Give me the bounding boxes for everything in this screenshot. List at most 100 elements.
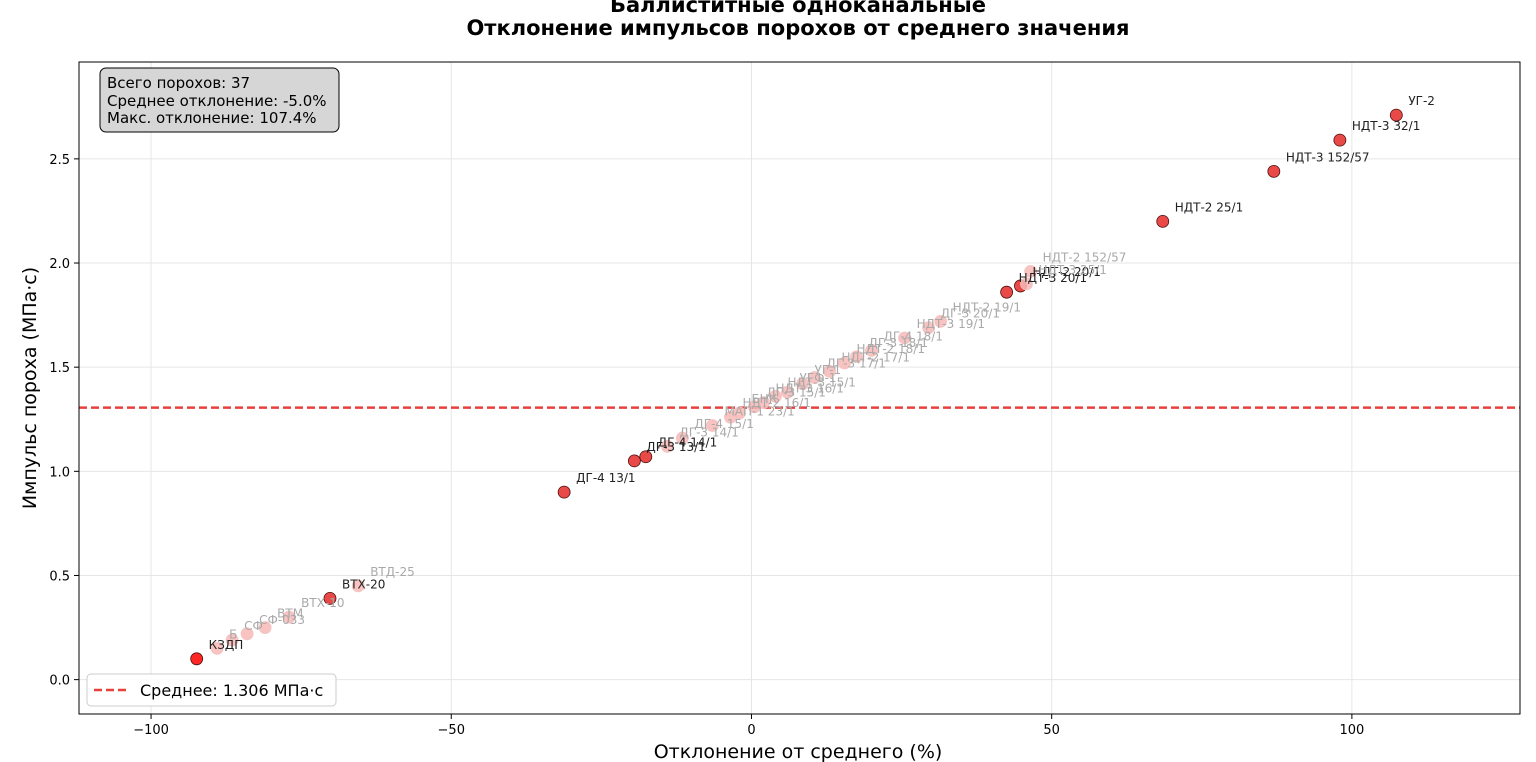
chart-title-line1: Баллиститные одноканальные	[610, 0, 986, 17]
point-label: БНК	[751, 392, 777, 406]
stats-max-deviation: Макс. отклонение: 107.4%	[107, 109, 317, 127]
point-label: НДТ-2 17/1	[842, 350, 910, 364]
point-label: НДТ-3 32/1	[1352, 119, 1420, 133]
point-label: УГФ-1	[799, 371, 836, 385]
data-point	[282, 610, 296, 624]
point-label: ДГ-3 18/1	[869, 336, 928, 350]
point-label: УГ-2	[1408, 94, 1435, 108]
chart-title-line2: Отклонение импульсов порохов от среднего…	[466, 16, 1129, 40]
point-label: НДТ-2 25/1	[1175, 200, 1243, 214]
data-point	[351, 579, 365, 593]
y-tick-label: 0.0	[49, 674, 70, 689]
x-tick-label: 0	[747, 723, 755, 738]
data-point	[1024, 264, 1038, 278]
point-label: МАП-1 23/1	[724, 404, 794, 418]
data-point	[1389, 108, 1403, 122]
data-point	[706, 419, 719, 432]
point-label: СФ-033	[259, 613, 305, 627]
data-point	[225, 633, 239, 647]
data-point	[258, 621, 272, 634]
x-tick-label: 50	[1043, 723, 1060, 738]
point-label: ДГ-3 17/1	[827, 357, 886, 371]
data-point	[557, 485, 571, 499]
data-point	[796, 377, 809, 391]
point-label: КЗДП	[209, 638, 244, 652]
stats-box: Всего порохов: 37 Среднее отклонение: -5…	[99, 67, 340, 133]
y-tick-label: 2.0	[49, 257, 70, 272]
point-label: ВТД-25	[370, 565, 415, 579]
point-label: НДТ-2 18/1	[857, 342, 925, 356]
stats-box-background	[99, 67, 340, 133]
point-label: ДГ-4 18/1	[884, 330, 943, 344]
legend: Среднее: 1.306 МПа·с	[86, 673, 337, 707]
point-label: НДТ-3 25/1	[1038, 263, 1106, 277]
point-label: НДТ-2 20/1	[1032, 265, 1100, 279]
y-tick-label: 2.5	[49, 153, 70, 168]
x-axis-label: Отклонение от среднего (%)	[654, 741, 943, 762]
x-tick-label: −100	[133, 723, 169, 738]
data-point	[781, 385, 794, 399]
data-point	[1000, 285, 1014, 299]
y-tick-label: 1.5	[49, 361, 70, 376]
data-point	[838, 356, 851, 370]
data-point	[769, 389, 782, 403]
data-point	[898, 331, 911, 345]
point-label: НДТ-3 15/1	[787, 375, 855, 389]
data-point	[1156, 214, 1170, 228]
y-axis-label: Импульс пороха (МПа·с)	[19, 267, 41, 509]
point-label: НДТ-3 19/1	[917, 317, 985, 331]
data-point	[1020, 277, 1033, 291]
legend-background	[86, 673, 337, 707]
point-label: ВТХ-20	[342, 577, 385, 591]
point-label: НДТ-3 16/1	[775, 382, 843, 396]
data-point	[823, 364, 836, 378]
point-label: ДГ-4 14/1	[658, 436, 717, 450]
data-point	[757, 396, 770, 409]
data-point	[210, 641, 224, 655]
point-label: Б	[229, 627, 237, 641]
point-label: УГ-1	[815, 363, 842, 377]
data-point	[323, 591, 337, 605]
point-label: ВТМ	[277, 607, 303, 621]
point-label: НДТ-3 152/57	[1286, 150, 1370, 164]
point-label: ДГ-4 15/1	[694, 417, 753, 431]
axis-ticks: −100 −50 0 50 100 0.0 0.5 1.0 1.5 2.0 2.5	[49, 153, 1364, 738]
point-label: НДТ-2 19/1	[953, 300, 1021, 314]
point-label: ДГ-3 14/1	[679, 425, 738, 439]
data-points	[190, 108, 1403, 666]
stats-mean-deviation: Среднее отклонение: -5.0%	[107, 92, 327, 110]
data-point	[808, 371, 821, 384]
point-label: СФ	[244, 619, 263, 633]
point-label: ДГ-3 15/1	[766, 386, 825, 400]
data-point	[850, 350, 863, 364]
x-tick-label: −50	[438, 723, 465, 738]
grid	[79, 62, 1520, 714]
point-label: НДТ-3 20/1	[1019, 271, 1087, 285]
data-point	[627, 454, 641, 468]
point-label: ДГ-4 13/1	[576, 471, 635, 485]
point-label: НДТ-2 152/57	[1043, 250, 1127, 264]
data-point	[1267, 164, 1281, 178]
data-point	[190, 652, 204, 666]
data-point	[639, 450, 653, 464]
data-point	[922, 321, 935, 334]
data-point	[733, 406, 746, 420]
data-point	[240, 627, 254, 641]
data-point	[1333, 133, 1347, 147]
data-point	[676, 431, 689, 445]
point-label: ДГ-3 13/1	[646, 440, 705, 454]
point-label: НДТ-2 16/1	[742, 396, 810, 410]
y-tick-label: 0.5	[49, 569, 70, 584]
plot-frame	[78, 61, 1521, 715]
data-point	[934, 314, 947, 328]
point-label: ДГ-3 20/1	[941, 307, 1000, 321]
x-tick-label: 100	[1339, 723, 1364, 738]
data-point	[865, 344, 878, 357]
data-point	[661, 439, 674, 453]
point-label: ВТХ-10	[301, 596, 344, 610]
y-tick-label: 1.0	[49, 465, 70, 480]
stats-total-count: Всего порохов: 37	[107, 74, 250, 92]
legend-mean-label: Среднее: 1.306 МПа·с	[140, 681, 323, 700]
